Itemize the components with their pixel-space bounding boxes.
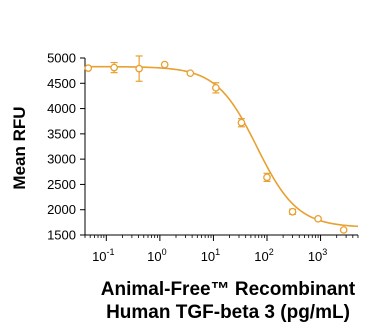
x-tick-label: 102 bbox=[254, 247, 273, 264]
data-point bbox=[135, 64, 143, 73]
data-point bbox=[263, 173, 271, 182]
data-points-layer bbox=[84, 55, 348, 234]
data-point bbox=[160, 60, 169, 69]
y-axis-title: Mean RFU bbox=[10, 106, 29, 189]
y-tick-label: 4500 bbox=[47, 76, 76, 91]
x-tick-label: 10-1 bbox=[92, 247, 114, 264]
fit-curve-layer bbox=[85, 65, 359, 228]
data-point bbox=[84, 64, 93, 72]
data-point bbox=[339, 226, 348, 234]
y-tick-label: 5000 bbox=[47, 51, 76, 66]
data-point bbox=[288, 207, 297, 216]
x-tick-label: 103 bbox=[308, 247, 327, 264]
x-tick-label: 100 bbox=[147, 247, 166, 264]
y-tick-label: 3500 bbox=[47, 126, 76, 141]
data-point bbox=[110, 63, 118, 72]
y-tick-label: 1500 bbox=[47, 228, 76, 243]
x-axis-title-line1: Animal-Free™ Recombinant bbox=[101, 279, 356, 300]
y-tick-label: 3000 bbox=[47, 152, 76, 167]
x-axis: 10-1 100 101 102 103 bbox=[84, 234, 359, 264]
y-tick-label: 4000 bbox=[47, 101, 76, 116]
fit-curve bbox=[85, 65, 359, 228]
data-point bbox=[212, 83, 220, 92]
y-tick-label: 2500 bbox=[47, 177, 76, 192]
data-point bbox=[314, 214, 322, 223]
data-point bbox=[237, 118, 246, 127]
y-axis: 1500 2000 2500 3000 3500 4000 4500 5000 bbox=[47, 51, 86, 243]
y-tick-label: 2000 bbox=[47, 202, 76, 217]
data-point bbox=[186, 69, 195, 78]
x-tick-label: 101 bbox=[201, 247, 220, 264]
x-axis-title-line2: Human TGF-beta 3 (pg/mL) bbox=[106, 302, 350, 323]
